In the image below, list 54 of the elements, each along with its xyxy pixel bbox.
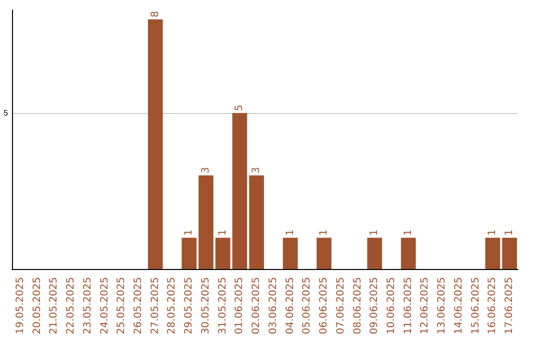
bar [282, 238, 298, 269]
data-label: 1 [402, 229, 414, 236]
x-tick-label: 05.06.2025 [302, 277, 313, 334]
bar [502, 238, 517, 269]
bar [249, 175, 264, 269]
data-label: 1 [369, 229, 380, 236]
bar [400, 238, 416, 269]
x-tick-label: 10.06.2025 [386, 277, 397, 334]
bar [485, 238, 500, 269]
x-tick-label: 09.06.2025 [369, 277, 380, 334]
data-label: 1 [318, 229, 330, 236]
data-label: 1 [284, 229, 296, 236]
data-label: 1 [487, 229, 498, 236]
x-tick-label: 19.05.2025 [14, 277, 26, 334]
data-label: 8 [150, 10, 161, 18]
data-label: 3 [251, 167, 262, 174]
x-tick-label: 14.06.2025 [453, 277, 464, 334]
x-tick-label: 01.06.2025 [234, 277, 246, 334]
x-tick-label: 03.06.2025 [268, 277, 279, 334]
x-tick-label: 23.05.2025 [82, 277, 94, 334]
x-tick-label: 24.05.2025 [99, 277, 110, 334]
bar [148, 19, 163, 269]
bar [367, 238, 382, 269]
x-tick-label: 29.05.2025 [184, 277, 195, 334]
x-tick-label: 12.06.2025 [420, 277, 431, 334]
x-tick-label: 20.05.2025 [32, 277, 43, 334]
x-tick-label: 04.06.2025 [284, 277, 296, 334]
x-tick-label: 22.05.2025 [66, 277, 77, 334]
data-label: 1 [184, 229, 195, 236]
x-tick-label: 30.05.2025 [200, 277, 212, 334]
x-tick-label: 26.05.2025 [133, 277, 144, 334]
x-tick-label: 16.06.2025 [487, 277, 498, 334]
x-tick-label: 06.06.2025 [318, 277, 330, 334]
x-tick-label: 31.05.2025 [217, 277, 228, 334]
x-tick-label: 02.06.2025 [251, 277, 262, 334]
bar [232, 112, 248, 269]
bar [182, 238, 197, 269]
x-tick-label: 28.05.2025 [166, 277, 178, 334]
x-tick-label: 07.06.2025 [335, 277, 346, 334]
x-tick-label: 11.06.2025 [402, 277, 414, 334]
bar [198, 175, 214, 269]
x-tick-label: 17.06.2025 [504, 277, 516, 334]
bar [316, 238, 332, 269]
data-label: 5 [234, 104, 246, 111]
x-tick-label: 13.06.2025 [436, 277, 448, 334]
bar [215, 238, 230, 269]
data-label: 3 [200, 167, 212, 174]
x-tick-label: 27.05.2025 [150, 277, 161, 334]
data-label: 1 [504, 229, 516, 236]
x-tick-label: 15.06.2025 [470, 277, 482, 334]
data-label: 1 [217, 229, 228, 236]
x-tick-label: 25.05.2025 [116, 277, 128, 334]
x-tick-label: 21.05.2025 [48, 277, 60, 334]
x-tick-label: 08.06.2025 [352, 277, 364, 334]
